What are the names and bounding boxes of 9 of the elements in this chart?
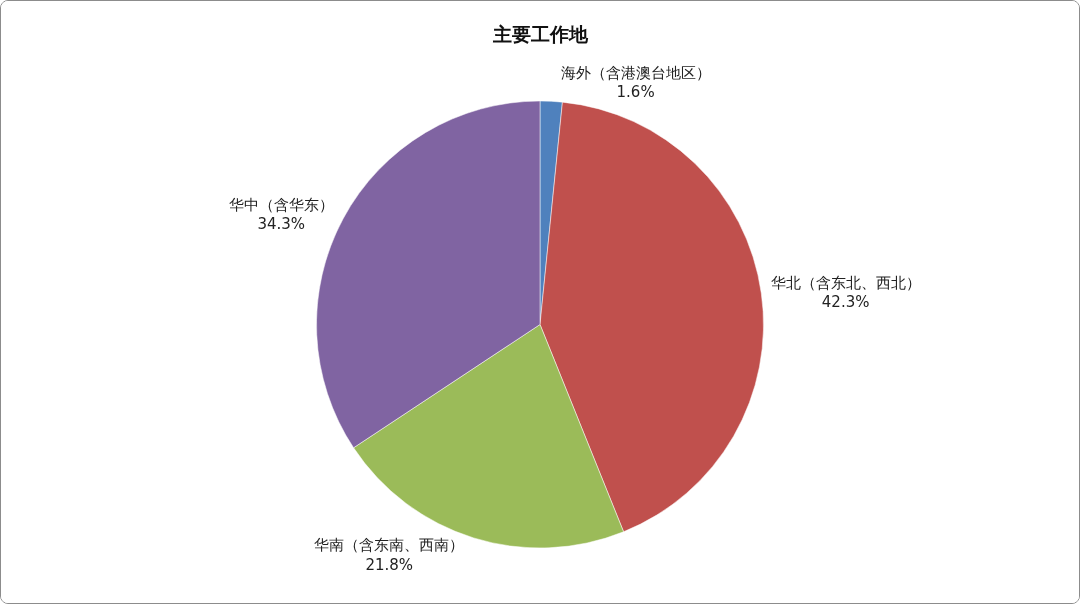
data-label: 21.8% xyxy=(365,555,414,574)
slice-label: 华北（含东北、西北） xyxy=(770,273,921,292)
data-label: 34.3% xyxy=(257,215,306,234)
chart-title: 主要工作地 xyxy=(491,23,589,46)
data-label: 42.3% xyxy=(821,293,870,312)
slice-label: 海外（含港澳台地区） xyxy=(560,63,711,82)
slice-label: 华中（含华东） xyxy=(228,195,334,214)
slice-label: 华南（含东南、西南） xyxy=(314,536,465,555)
data-label: 1.6% xyxy=(616,83,655,102)
